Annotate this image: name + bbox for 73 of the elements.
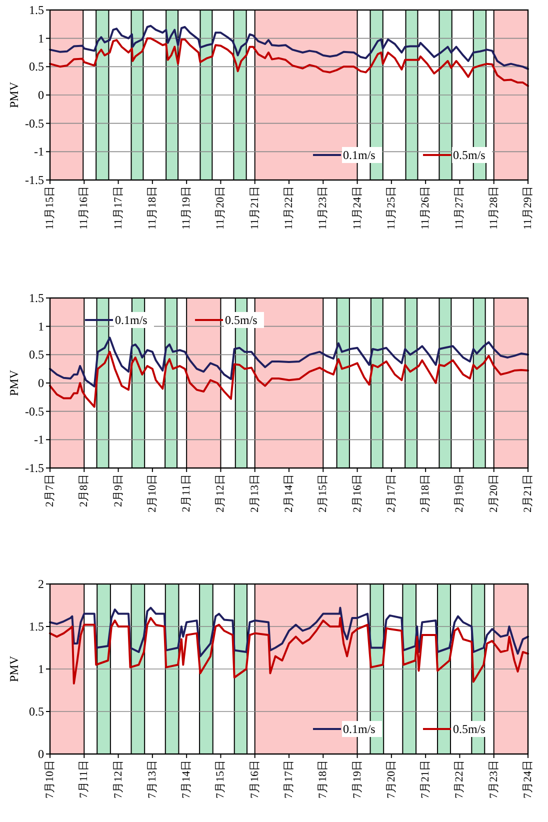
x-tick-label: 11月23日 (317, 186, 330, 230)
y-axis-title: PMV (7, 656, 21, 682)
y-tick-label: 2 (38, 577, 44, 591)
legend-label: 0.1m/s (343, 148, 376, 162)
y-tick-label: 0 (38, 376, 44, 390)
y-axis-title: PMV (7, 82, 21, 108)
x-tick-label: 7月22日 (454, 760, 466, 798)
y-tick-label: 0.5 (29, 60, 44, 74)
x-tick-label: 11月16日 (78, 186, 90, 230)
y-tick-label: 0.5 (29, 704, 44, 718)
x-tick-label: 2月16日 (351, 474, 364, 512)
y-tick-label: -1.5 (25, 461, 44, 475)
x-tick-label: 2月12日 (214, 474, 227, 512)
x-tick-label: 2月7日 (44, 474, 56, 507)
y-axis-title: PMV (7, 370, 21, 396)
x-tick-label: 11月19日 (180, 186, 193, 230)
x-tick-label: 7月24日 (522, 760, 534, 798)
y-tick-label: -0.5 (25, 116, 44, 130)
y-tick-label: -1.5 (25, 173, 44, 187)
y-tick-label: 0 (38, 747, 44, 761)
x-tick-label: 2月20日 (488, 474, 500, 512)
x-tick-label: 7月19日 (351, 760, 364, 798)
x-tick-label: 7月15日 (214, 760, 227, 798)
x-tick-label: 2月10日 (146, 474, 158, 512)
x-tick-label: 2月8日 (78, 474, 90, 507)
y-tick-label: 1 (38, 319, 44, 334)
x-tick-label: 11月15日 (44, 186, 56, 230)
x-tick-label: 7月21日 (420, 760, 432, 798)
x-tick-label: 11月22日 (283, 186, 295, 230)
x-tick-label: 2月11日 (180, 474, 193, 512)
x-tick-label: 2月21日 (522, 474, 534, 512)
y-tick-label: 1.5 (29, 3, 44, 17)
legend-label: 0.5m/s (225, 313, 258, 327)
x-tick-label: 11月25日 (385, 186, 398, 230)
x-tick-label: 11月17日 (112, 186, 124, 230)
x-tick-label: 2月13日 (248, 474, 261, 512)
x-tick-label: 7月13日 (146, 760, 158, 798)
x-tick-label: 7月20日 (385, 760, 398, 798)
x-tick-label: 2月19日 (454, 474, 466, 512)
x-tick-label: 7月23日 (488, 760, 500, 798)
y-tick-label: 1 (38, 662, 44, 676)
x-tick-label: 7月12日 (112, 760, 124, 798)
y-tick-label: -1 (34, 432, 44, 447)
legend-label: 0.1m/s (115, 313, 148, 327)
y-tick-label: 1 (38, 31, 44, 46)
y-tick-label: 0 (38, 88, 44, 102)
x-tick-label: 7月17日 (283, 760, 295, 798)
y-tick-label: -1 (34, 144, 44, 159)
x-tick-label: 2月17日 (385, 474, 398, 512)
x-tick-label: 11月29日 (522, 186, 534, 230)
x-tick-label: 2月9日 (112, 474, 124, 507)
x-tick-label: 7月14日 (180, 760, 193, 798)
x-tick-label: 7月10日 (44, 760, 56, 798)
y-tick-label: 0.5 (29, 348, 44, 362)
legend-label: 0.5m/s (453, 722, 486, 736)
x-tick-label: 11月21日 (248, 186, 261, 230)
x-tick-label: 11月26日 (420, 186, 432, 230)
x-tick-label: 11月24日 (351, 186, 364, 230)
x-tick-label: 11月18日 (146, 186, 158, 230)
x-tick-label: 2月18日 (420, 474, 432, 512)
x-tick-label: 2月15日 (317, 474, 330, 512)
x-tick-label: 2月14日 (283, 474, 295, 512)
x-tick-label: 7月16日 (248, 760, 261, 798)
legend-label: 0.5m/s (453, 148, 486, 162)
y-tick-label: 1.5 (29, 291, 44, 305)
x-tick-label: 7月11日 (78, 760, 90, 798)
x-tick-label: 11月28日 (488, 186, 500, 230)
y-tick-label: 1.5 (29, 620, 44, 634)
legend-label: 0.1m/s (343, 722, 376, 736)
x-tick-label: 11月20日 (214, 186, 227, 230)
x-tick-label: 7月18日 (317, 760, 330, 798)
x-tick-label: 11月27日 (454, 186, 466, 230)
y-tick-label: -0.5 (25, 404, 44, 418)
